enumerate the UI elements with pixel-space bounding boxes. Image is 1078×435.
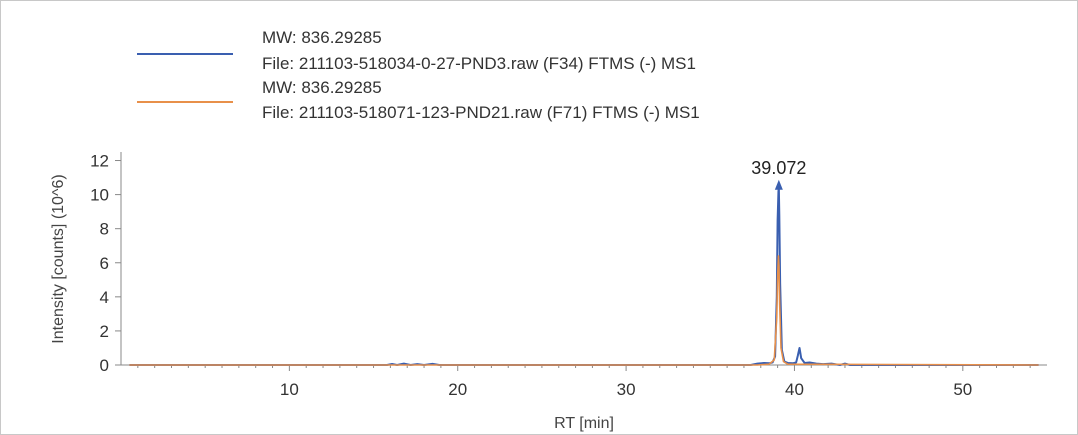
axes xyxy=(120,152,1047,366)
y-tick-label: 8 xyxy=(100,220,109,239)
series-line-1 xyxy=(129,186,1039,366)
x-tick-label: 40 xyxy=(785,380,804,399)
x-ticks: 10 20 30 40 50 xyxy=(137,365,1031,399)
legend: MW: 836.29285 File: 211103-518034-0-27-P… xyxy=(137,28,700,122)
x-axis-title: RT [min] xyxy=(554,415,614,432)
y-tick-label: 4 xyxy=(100,288,109,307)
y-tick-label: 10 xyxy=(90,186,109,205)
peak-annotation: 39.072 xyxy=(751,158,806,206)
legend-mw-series-2: MW: 836.29285 xyxy=(262,78,382,97)
x-tick-label: 20 xyxy=(448,380,467,399)
peak-label: 39.072 xyxy=(751,158,806,178)
series-line-2 xyxy=(129,255,1039,366)
series-layer xyxy=(129,186,1039,366)
peak-marker-arrow xyxy=(774,179,783,190)
y-tick-label: 2 xyxy=(100,322,109,341)
legend-file-series-1: File: 211103-518034-0-27-PND3.raw (F34) … xyxy=(262,54,696,73)
legend-mw-series-1: MW: 836.29285 xyxy=(262,28,382,47)
y-tick-label: 12 xyxy=(90,152,109,171)
y-ticks: 0 2 4 6 8 10 12 xyxy=(90,152,121,375)
x-tick-label: 30 xyxy=(617,380,636,399)
y-tick-label: 0 xyxy=(100,356,109,375)
x-tick-label: 10 xyxy=(280,380,299,399)
x-tick-label: 50 xyxy=(953,380,972,399)
legend-file-series-2: File: 211103-518071-123-PND21.raw (F71) … xyxy=(262,103,700,122)
y-axis-title: Intensity [counts] (10^6) xyxy=(50,174,67,343)
y-tick-label: 6 xyxy=(100,254,109,273)
